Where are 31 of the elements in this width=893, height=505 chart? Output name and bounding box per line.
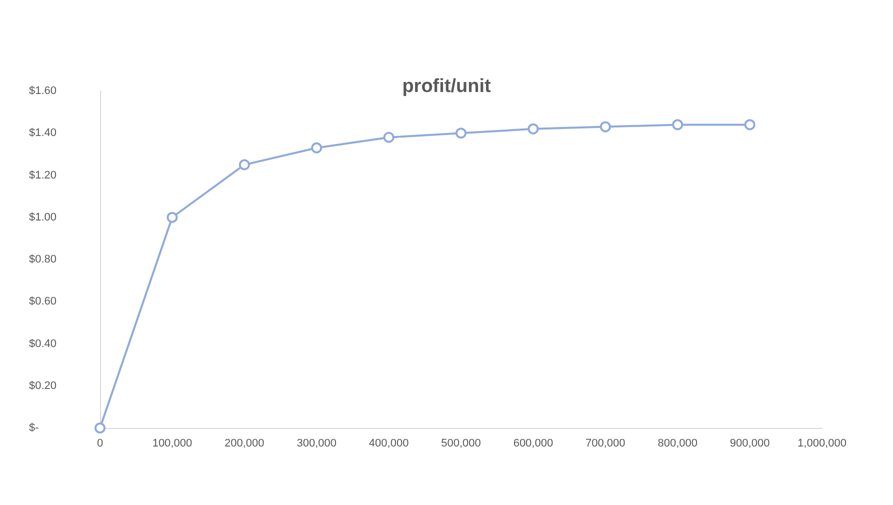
point <box>166 212 178 223</box>
y-tick-label: $1.00 <box>29 211 57 224</box>
x-tick-label: 400,000 <box>368 438 409 450</box>
y-tick-label: $- <box>29 422 40 434</box>
x-tick-label: 500,000 <box>441 438 481 450</box>
x-tick-label: 1,000,000 <box>798 438 846 450</box>
point <box>383 132 394 143</box>
point <box>528 123 539 134</box>
point <box>744 119 756 130</box>
chart-title: profit/unit <box>402 76 492 97</box>
x-tick-label: 200,000 <box>224 438 264 450</box>
y-tick-label: $1.60 <box>29 85 57 97</box>
x-tick-label: 800,000 <box>658 438 698 450</box>
point <box>672 119 684 130</box>
y-tick-label: $0.20 <box>29 380 57 392</box>
point <box>600 121 611 132</box>
y-tick-label: $1.20 <box>29 169 57 182</box>
x-tick-label: 300,000 <box>296 438 336 450</box>
x-tick-label: 700,000 <box>586 438 626 450</box>
point <box>94 422 106 434</box>
x-tick-label: 100,000 <box>152 438 192 450</box>
point <box>456 128 466 139</box>
point <box>311 142 322 154</box>
x-tick-label: 900,000 <box>730 438 770 450</box>
y-tick-label: $0.60 <box>29 296 57 308</box>
point <box>238 159 250 170</box>
y-tick-label: $0.40 <box>29 338 57 350</box>
x-tick-label: 600,000 <box>513 438 554 450</box>
y-tick-label: $1.40 <box>29 127 57 140</box>
y-tick-label: $0.80 <box>29 254 57 266</box>
x-tick-label: 0 <box>96 438 104 450</box>
